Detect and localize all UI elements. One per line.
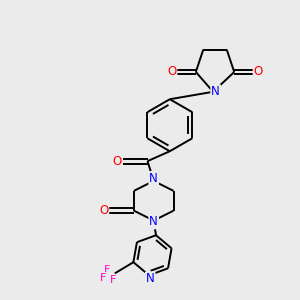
Text: O: O bbox=[99, 204, 108, 217]
Text: O: O bbox=[113, 154, 122, 168]
Text: O: O bbox=[254, 65, 263, 79]
Text: N: N bbox=[211, 85, 220, 98]
Text: O: O bbox=[167, 65, 176, 79]
Text: N: N bbox=[149, 172, 158, 185]
Text: F: F bbox=[104, 265, 111, 275]
Text: N: N bbox=[149, 215, 158, 228]
Text: F: F bbox=[100, 273, 106, 283]
Text: F: F bbox=[110, 275, 116, 285]
Text: N: N bbox=[146, 272, 154, 286]
